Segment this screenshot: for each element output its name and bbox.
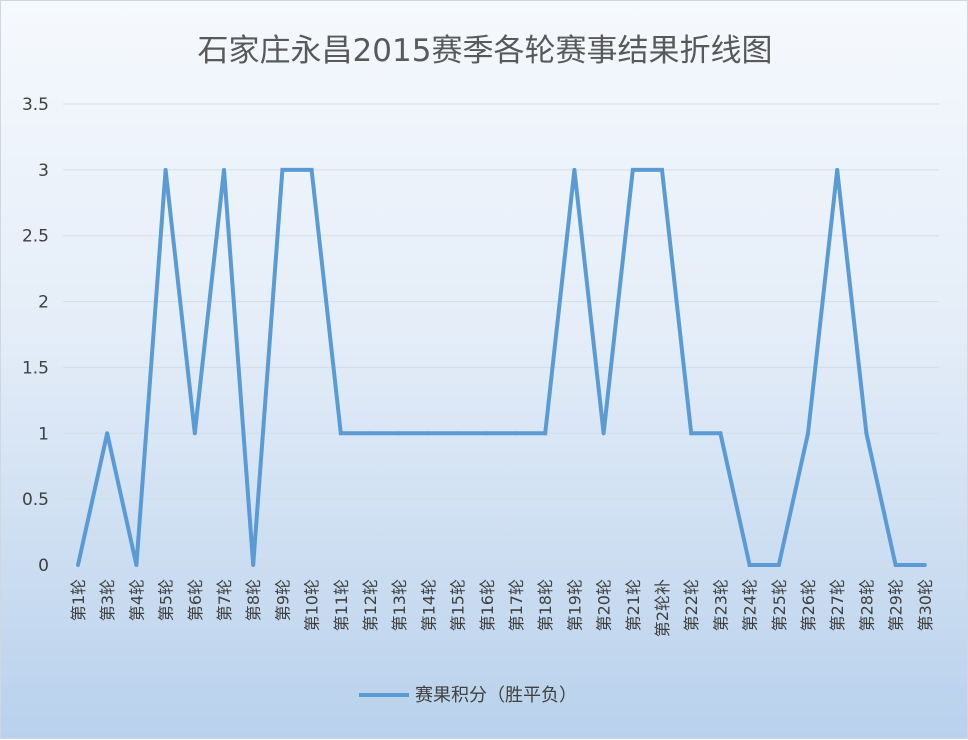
data-point [893, 563, 898, 567]
data-point [776, 563, 781, 567]
x-tick-label: 第12轮 [361, 579, 380, 631]
x-tick-label: 第2轮补 [653, 579, 672, 637]
x-tick-label: 第3轮 [98, 579, 117, 621]
x-tick-label: 第10轮 [303, 579, 322, 631]
legend[interactable]: 赛果积分（胜平负） [359, 685, 577, 706]
x-tick-label: 第8轮 [244, 579, 263, 621]
data-point [338, 431, 343, 436]
legend-label: 赛果积分（胜平负） [415, 685, 577, 706]
x-tick-label: 第22轮 [682, 579, 701, 631]
x-tick-label: 第7轮 [215, 579, 234, 621]
gridlines [63, 103, 939, 566]
y-axis-ticks: 0 0.5 1 1.5 2 2.5 3 3.5 [22, 95, 49, 576]
data-point [251, 563, 256, 567]
x-tick-label: 第26轮 [799, 579, 818, 631]
data-point [368, 431, 372, 436]
x-tick-label: 第13轮 [390, 579, 409, 631]
data-point [747, 563, 752, 567]
series-line [76, 167, 925, 567]
y-tick-label: 2.5 [22, 227, 49, 247]
data-point [514, 431, 518, 436]
x-tick-label: 第28轮 [857, 579, 876, 631]
y-tick-label: 1 [38, 424, 49, 444]
x-axis-ticks: 第1轮 第3轮 第4轮 第5轮 第6轮 第7轮 第8轮 第9轮 第10轮 第11轮 第12轮 第13轮… [69, 579, 935, 637]
x-tick-label: 第20轮 [595, 579, 614, 631]
chart-title: 石家庄永昌2015赛季各轮赛事结果折线图 [198, 33, 773, 69]
data-point [543, 431, 548, 436]
x-tick-label: 第30轮 [916, 579, 935, 631]
data-point [922, 563, 927, 567]
data-point [280, 167, 285, 172]
x-tick-label: 第17轮 [507, 579, 526, 631]
y-tick-label: 1.5 [22, 358, 49, 378]
data-point [660, 167, 664, 172]
y-tick-label: 3 [38, 161, 49, 181]
x-tick-label: 第27轮 [828, 579, 847, 631]
x-tick-label: 第23轮 [711, 579, 730, 631]
data-point [572, 167, 577, 172]
x-tick-label: 第14轮 [419, 579, 438, 631]
data-point [689, 431, 694, 436]
x-tick-label: 第11轮 [332, 579, 351, 631]
data-point [105, 431, 110, 436]
x-tick-label: 第6轮 [186, 579, 205, 621]
data-point [601, 431, 606, 436]
data-point [163, 167, 168, 172]
y-tick-label: 3.5 [22, 95, 49, 115]
x-tick-label: 第21轮 [624, 579, 643, 631]
x-tick-label: 第18轮 [536, 579, 555, 631]
data-point [484, 431, 489, 436]
y-tick-label: 2 [38, 293, 49, 313]
data-point [718, 431, 723, 436]
x-tick-label: 第16轮 [478, 579, 497, 631]
data-point [222, 167, 226, 172]
x-tick-label: 第9轮 [273, 579, 292, 621]
y-tick-label: 0.5 [22, 490, 49, 510]
data-point [192, 431, 197, 436]
data-point [455, 431, 460, 436]
x-tick-label: 第15轮 [449, 579, 468, 631]
data-point [630, 167, 635, 172]
x-tick-label: 第24轮 [741, 579, 760, 631]
data-point [426, 431, 431, 436]
data-point [134, 563, 139, 567]
x-tick-label: 第4轮 [127, 579, 146, 621]
data-point [864, 431, 869, 436]
x-tick-label: 第19轮 [565, 579, 584, 631]
x-tick-label: 第5轮 [157, 579, 176, 621]
data-point [309, 167, 314, 172]
data-point [835, 167, 840, 172]
data-point [806, 431, 810, 436]
x-tick-label: 第1轮 [69, 579, 88, 621]
data-point [397, 431, 402, 436]
y-tick-label: 0 [38, 556, 49, 576]
series-group [76, 167, 927, 567]
x-tick-label: 第25轮 [770, 579, 789, 631]
data-point [76, 563, 80, 567]
x-tick-label: 第29轮 [887, 579, 906, 631]
